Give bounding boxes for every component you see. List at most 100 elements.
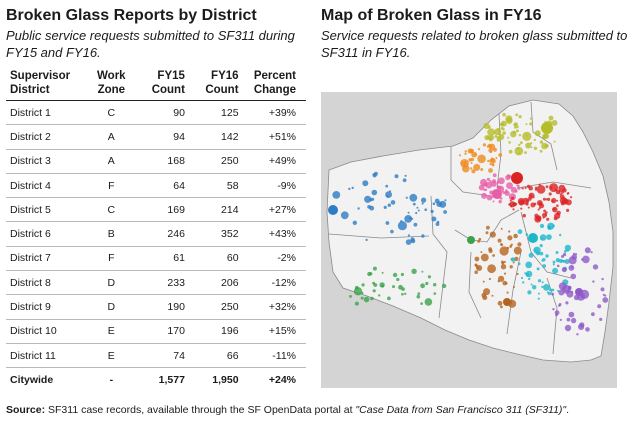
report-point: [394, 174, 399, 179]
report-point: [514, 146, 524, 156]
report-point: [412, 202, 416, 206]
report-point: [517, 186, 521, 190]
report-point: [411, 217, 414, 220]
report-point: [471, 169, 476, 174]
report-point: [478, 184, 485, 191]
report-point: [564, 324, 572, 332]
report-point: [362, 180, 369, 187]
report-point: [552, 263, 555, 266]
report-point: [471, 151, 477, 158]
report-point: [405, 239, 412, 245]
report-point: [401, 287, 405, 291]
report-point: [568, 311, 575, 318]
report-point: [513, 246, 522, 255]
cell-fy15-count: 190: [135, 294, 189, 320]
cell-percent-change: +15%: [242, 319, 306, 344]
cell-fy15-count: 1,577: [158, 373, 185, 386]
report-point: [584, 247, 591, 254]
report-point: [512, 261, 515, 264]
report-point: [360, 296, 364, 300]
cell-district: District 2: [6, 124, 88, 150]
report-point: [433, 283, 437, 287]
report-point: [502, 112, 506, 117]
report-point: [464, 150, 467, 153]
header-fy16-count: FY16 Count: [205, 70, 239, 96]
table-row: District 2 A 94 142 +51%: [6, 124, 306, 150]
report-point: [385, 184, 389, 188]
report-point: [562, 259, 566, 263]
report-point: [402, 178, 407, 183]
report-point: [565, 301, 569, 305]
report-point: [482, 143, 486, 147]
report-point: [404, 215, 413, 223]
report-point: [500, 243, 503, 246]
report-point: [372, 289, 376, 293]
report-point: [559, 233, 562, 237]
report-point: [498, 199, 502, 204]
cell-work-zone: A: [87, 124, 136, 150]
report-point: [383, 205, 387, 209]
cell-work-zone: B: [87, 221, 136, 247]
report-point: [424, 208, 427, 211]
report-point: [473, 163, 481, 171]
report-point: [410, 238, 416, 244]
report-point: [488, 148, 493, 153]
report-point: [536, 200, 543, 206]
report-point: [522, 197, 530, 205]
report-point: [539, 223, 545, 229]
report-point: [502, 280, 507, 286]
report-point: [506, 182, 513, 189]
map-subtitle: Service requests related to broken glass…: [321, 28, 628, 60]
report-point: [549, 288, 552, 292]
report-point: [424, 298, 433, 306]
report-point: [539, 140, 544, 144]
report-point: [420, 283, 425, 289]
report-point: [488, 277, 491, 281]
report-point: [518, 115, 522, 119]
report-point: [498, 134, 505, 140]
report-point: [433, 292, 437, 295]
report-point: [507, 235, 513, 241]
report-point: [392, 285, 395, 289]
report-point: [387, 296, 391, 301]
report-point: [525, 142, 532, 149]
report-point: [552, 267, 559, 274]
report-point: [480, 251, 483, 254]
report-point: [488, 248, 493, 254]
report-point: [544, 213, 547, 216]
report-point: [561, 191, 564, 194]
report-point: [489, 162, 492, 166]
table-panel: Broken Glass Reports by District Public …: [6, 6, 306, 392]
report-point: [417, 292, 421, 295]
report-point: [400, 272, 404, 277]
report-point: [539, 149, 543, 153]
report-point: [421, 202, 424, 205]
report-point: [571, 254, 577, 260]
report-point: [518, 152, 521, 155]
report-points: [328, 112, 609, 336]
report-point: [498, 275, 505, 282]
report-point: [527, 206, 530, 209]
report-point: [507, 174, 512, 179]
report-point: [506, 246, 510, 250]
table-row: District 1 C 90 125 +39%: [6, 100, 306, 126]
report-point: [555, 313, 558, 317]
report-point: [514, 256, 519, 262]
report-point: [421, 197, 427, 203]
cell-percent-change: +49%: [242, 149, 306, 174]
report-point: [397, 221, 407, 231]
report-point: [510, 205, 513, 208]
cell-fy15-count: 170: [135, 319, 189, 344]
report-point: [351, 186, 354, 190]
report-point: [513, 286, 515, 288]
report-point: [570, 196, 573, 199]
report-point: [525, 134, 528, 137]
report-point-large: [528, 233, 538, 243]
report-point: [566, 290, 574, 298]
report-point: [378, 294, 381, 297]
report-point: [512, 208, 515, 211]
report-point: [464, 152, 467, 155]
cell-percent-change: +32%: [242, 294, 306, 320]
report-point: [407, 234, 410, 237]
report-point: [390, 200, 396, 205]
